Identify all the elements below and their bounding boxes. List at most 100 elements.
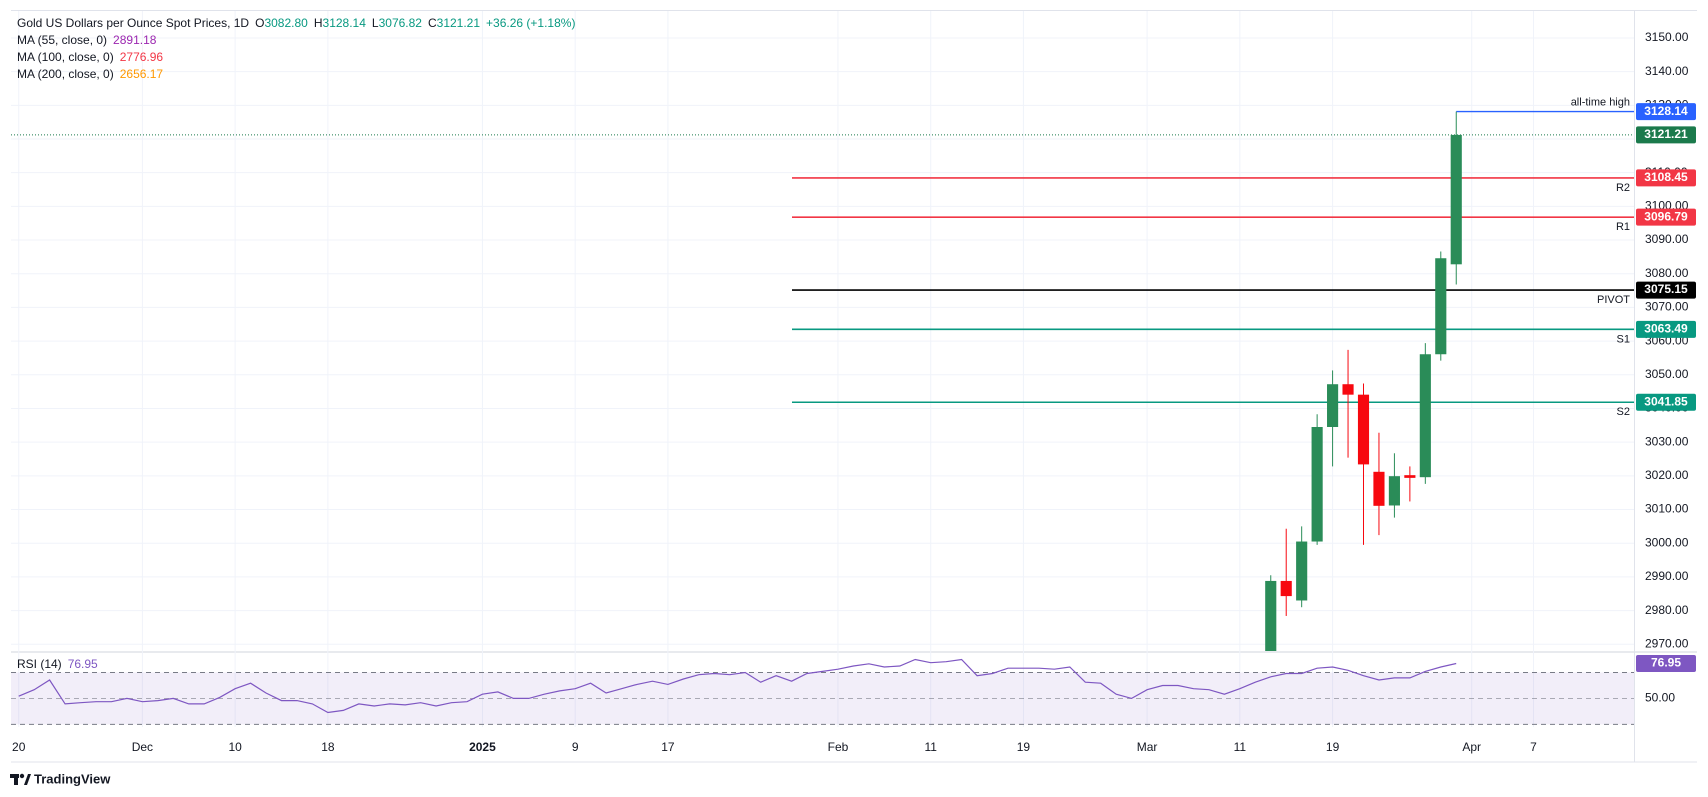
price-tag-label: 3108.45 xyxy=(1644,170,1688,184)
legend-text: RSI (14) xyxy=(17,657,62,671)
legend-text: O xyxy=(255,16,264,30)
x-tick-label: 11 xyxy=(1234,740,1247,754)
y-tick-label: 3140.00 xyxy=(1645,64,1689,78)
rsi-pane xyxy=(11,658,1634,725)
legend-text: Gold US Dollars per Ounce Spot Prices, 1… xyxy=(17,16,249,30)
y-tick-label: 3030.00 xyxy=(1645,434,1689,448)
price-tag-label: 3063.49 xyxy=(1644,322,1688,336)
pivot-label: R1 xyxy=(1616,221,1630,233)
candle-body xyxy=(1404,475,1416,478)
price-tag-label: 3121.21 xyxy=(1644,127,1688,141)
x-tick-label: 2025 xyxy=(469,740,496,754)
y-tick-label: 3150.00 xyxy=(1645,30,1689,44)
candle-body xyxy=(1450,134,1462,265)
legend-text: MA (100, close, 0) xyxy=(17,50,114,64)
candle-body xyxy=(1311,427,1323,542)
candle-body xyxy=(1280,580,1292,597)
price-tag xyxy=(1636,393,1696,411)
x-tick-label: 7 xyxy=(1530,740,1537,754)
y-tick-label: 3020.00 xyxy=(1645,468,1689,482)
logo-shape xyxy=(19,773,25,779)
y-tick-label: 2990.00 xyxy=(1645,569,1689,583)
x-tick-label: Dec xyxy=(132,740,153,754)
y-tick-label: 2980.00 xyxy=(1645,603,1689,617)
candle-body xyxy=(1296,541,1308,601)
y-tick-label: 3090.00 xyxy=(1645,232,1689,246)
x-tick-label: 9 xyxy=(572,740,579,754)
pivot-label: S1 xyxy=(1617,333,1630,345)
price-tag xyxy=(1636,208,1696,226)
levels: R2 R1 PIVOT S1 S2 all-time high xyxy=(11,96,1634,418)
price-tag-label: 3075.15 xyxy=(1644,282,1688,296)
brand-logo: TradingView xyxy=(10,771,111,786)
candle-body xyxy=(1327,384,1339,427)
price-tag-label: 3096.79 xyxy=(1644,209,1688,223)
legend-row: RSI (14) 76.95 xyxy=(17,657,98,671)
legend-text: 2656.17 xyxy=(120,67,164,81)
x-tick-label: 11 xyxy=(924,740,937,754)
x-tick-label: 19 xyxy=(1326,740,1340,754)
legend-text: MA (55, close, 0) xyxy=(17,33,107,47)
candle-body xyxy=(1373,471,1385,506)
legend-text: 3128.14 xyxy=(323,16,367,30)
price-tag-label: 3128.14 xyxy=(1644,104,1688,118)
legend-text: 3076.82 xyxy=(379,16,423,30)
y-tick-label: 2970.00 xyxy=(1645,636,1689,650)
y-tick-label: 3010.00 xyxy=(1645,502,1689,516)
price-tag xyxy=(1636,320,1696,338)
legend-text: H xyxy=(314,16,323,30)
candle-body xyxy=(1342,384,1354,395)
candle-body xyxy=(1419,354,1431,478)
x-tick-label: Mar xyxy=(1137,740,1158,754)
legend-row: MA (100, close, 0) 2776.96 xyxy=(17,50,163,64)
legend-row: MA (200, close, 0) 2656.17 xyxy=(17,67,163,81)
x-tick-label: Apr xyxy=(1462,740,1481,754)
legend-text: 2891.18 xyxy=(113,33,157,47)
pivot-label: S2 xyxy=(1617,406,1630,418)
legend-text: 2776.96 xyxy=(120,50,164,64)
legend-text: 3082.80 xyxy=(264,16,308,30)
logo-shape xyxy=(14,774,18,785)
y-tick-label: 3050.00 xyxy=(1645,367,1689,381)
price-tag-label: 3041.85 xyxy=(1644,394,1688,408)
pivot-label: R2 xyxy=(1616,182,1630,194)
price-tag-label: 76.95 xyxy=(1651,656,1681,670)
legend-text: 76.95 xyxy=(68,657,98,671)
y-tick-label: 3000.00 xyxy=(1645,535,1689,549)
x-tick-label: Feb xyxy=(828,740,849,754)
x-tick-label: 20 xyxy=(12,740,26,754)
candle-body xyxy=(1388,476,1400,506)
x-tick-label: 19 xyxy=(1017,740,1031,754)
price-tag xyxy=(1636,654,1696,672)
legend-row: Gold US Dollars per Ounce Spot Prices, 1… xyxy=(17,16,575,30)
pivot-label: PIVOT xyxy=(1597,294,1630,306)
grid: 2970.00 2980.00 2990.00 3000.00 3010.00 3020.… xyxy=(11,11,1689,754)
price-tag xyxy=(1636,169,1696,187)
legend-text: L xyxy=(372,16,379,30)
price-tag xyxy=(1636,126,1696,144)
candle-body xyxy=(1435,258,1447,355)
all-time-high-label: all-time high xyxy=(1571,96,1630,108)
legend-text: +36.26 (+1.18%) xyxy=(486,16,575,30)
price-tag xyxy=(1636,281,1696,299)
logo-shape xyxy=(24,774,31,785)
x-tick-label: 17 xyxy=(661,740,675,754)
legend: Gold US Dollars per Ounce Spot Prices, 1… xyxy=(17,16,575,671)
candle-body xyxy=(1265,580,1277,651)
candle-body xyxy=(1357,394,1370,465)
y-tick-label: 3070.00 xyxy=(1645,300,1689,314)
price-tags: 3108.45 3096.79 3075.15 3063.49 3041.85 3121.… xyxy=(1636,103,1696,672)
candles xyxy=(1265,111,1462,651)
rsi-tick-label: 50.00 xyxy=(1645,691,1675,705)
legend-text: C xyxy=(428,16,437,30)
x-tick-label: 18 xyxy=(321,740,335,754)
legend-row: MA (55, close, 0) 2891.18 xyxy=(17,33,157,47)
brand: TradingView xyxy=(34,771,111,786)
legend-text: 3121.21 xyxy=(437,16,481,30)
x-tick-label: 10 xyxy=(228,740,242,754)
price-tag xyxy=(1636,103,1696,121)
rsi-line xyxy=(18,658,1457,714)
y-tick-label: 3080.00 xyxy=(1645,266,1689,280)
